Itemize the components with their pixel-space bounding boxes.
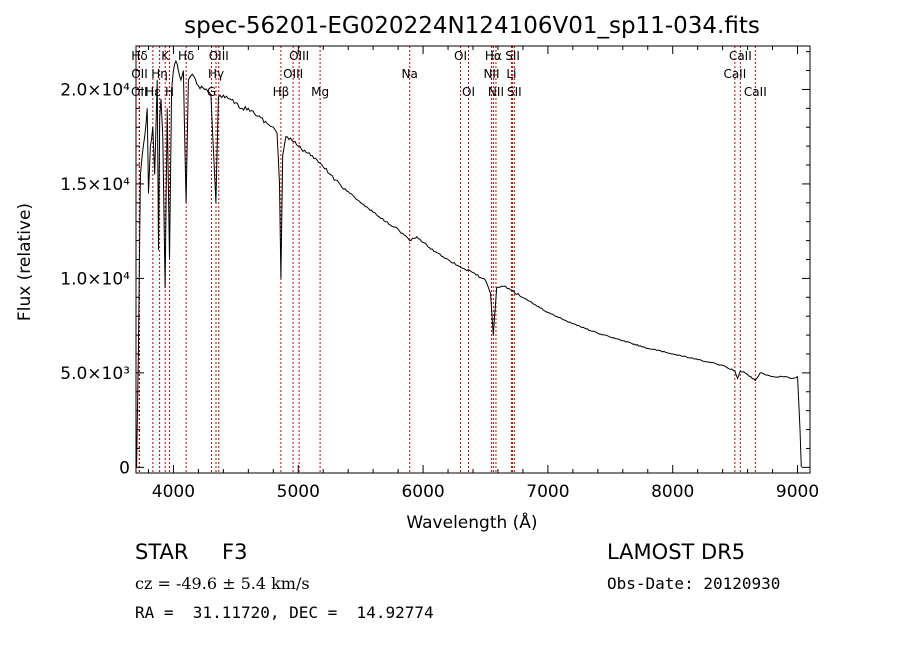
- line-label-13: OIII: [289, 49, 309, 63]
- line-label-7: Hδ: [178, 49, 194, 63]
- spectral-line-labels: HδOIIOIIHεHηKHHδGOIIIHγHβOIIIOIIIMgNaOIO…: [131, 49, 767, 99]
- line-label-0: Hδ: [131, 49, 147, 63]
- line-label-6: H: [165, 85, 174, 99]
- y-tick-label: 1.0×10⁴: [60, 269, 130, 289]
- line-label-5: K: [161, 49, 170, 63]
- x-tick-label: 6000: [401, 482, 444, 502]
- x-tick-label: 4000: [152, 482, 195, 502]
- line-label-14: Mg: [311, 85, 329, 99]
- x-tick-label: 8000: [651, 482, 694, 502]
- object-class: STAR: [135, 540, 189, 564]
- x-tick-label: 9000: [776, 482, 819, 502]
- line-label-26: CaII: [744, 85, 767, 99]
- line-label-24: CaII: [723, 67, 746, 81]
- line-label-11: Hβ: [273, 85, 290, 99]
- line-label-18: NII: [483, 67, 499, 81]
- y-axis: 0 5.0×10³ 1.0×10⁴ 1.5×10⁴ 2.0×10⁴: [60, 51, 810, 478]
- line-label-16: OI: [454, 49, 467, 63]
- line-label-4: Hη: [151, 67, 168, 81]
- redshift-cz: cz = -49.6 ± 5.4 km/s: [135, 574, 310, 593]
- object-subclass: F3: [222, 540, 248, 564]
- x-axis-label: Wavelength (Å): [406, 511, 537, 533]
- line-label-17: OI: [462, 85, 475, 99]
- line-label-10: Hγ: [208, 67, 224, 81]
- y-axis-label: Flux (relative): [15, 203, 35, 321]
- x-tick-label: 5000: [277, 482, 320, 502]
- y-tick-label: 0: [119, 458, 130, 478]
- line-label-8: G: [207, 85, 216, 99]
- line-label-25: CaII: [729, 49, 752, 63]
- y-tick-label: 2.0×10⁴: [60, 80, 130, 100]
- line-label-19: Hα: [485, 49, 502, 63]
- spectrum-series-line: [136, 59, 802, 468]
- line-label-22: SII: [505, 49, 520, 63]
- line-label-12: OIII: [283, 67, 303, 81]
- line-label-9: OIII: [209, 49, 229, 63]
- line-label-21: Li: [506, 67, 516, 81]
- x-tick-label: 7000: [526, 482, 569, 502]
- coordinates: RA = 31.11720, DEC = 14.92774: [135, 603, 434, 622]
- x-axis: 4000 5000 6000 7000 8000 9000: [147, 46, 819, 502]
- y-tick-label: 1.5×10⁴: [60, 175, 130, 195]
- line-label-3: Hε: [145, 85, 161, 99]
- line-label-1: OII: [131, 67, 148, 81]
- observation-date: Obs-Date: 20120930: [607, 574, 781, 593]
- line-label-2: OII: [131, 85, 148, 99]
- survey-name: LAMOST DR5: [607, 540, 746, 564]
- line-label-15: Na: [402, 67, 418, 81]
- line-label-20: NII: [488, 85, 504, 99]
- y-tick-label: 5.0×10³: [60, 364, 130, 384]
- plot-frame: [135, 45, 811, 474]
- line-label-23: SII: [507, 85, 522, 99]
- chart-title: spec-56201-EG020224N124106V01_sp11-034.f…: [184, 13, 760, 39]
